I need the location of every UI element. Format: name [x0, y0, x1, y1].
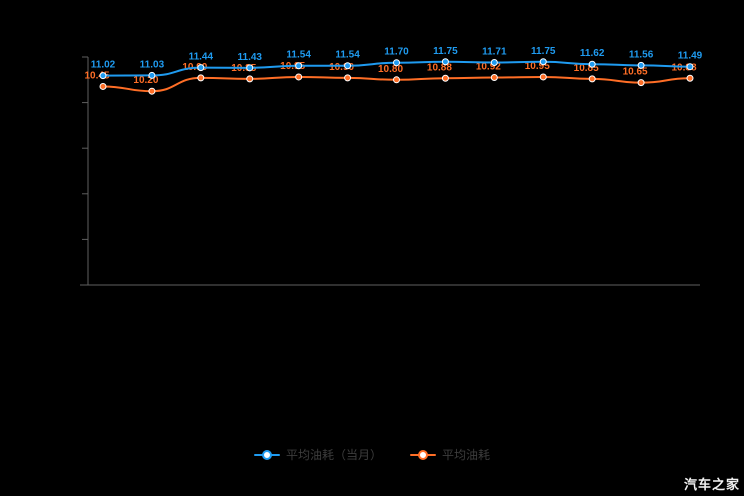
- data-label: 11.43: [238, 52, 263, 63]
- chart-legend: 平均油耗（当月） 平均油耗: [0, 448, 744, 462]
- data-label: 11.70: [384, 47, 409, 58]
- data-point: [539, 58, 547, 66]
- data-point: [490, 74, 498, 82]
- data-label: 10.95: [525, 61, 550, 72]
- legend-item-0[interactable]: 平均油耗（当月）: [253, 448, 382, 462]
- data-point: [246, 64, 254, 72]
- legend-dot-icon: [261, 450, 272, 460]
- data-point: [637, 79, 645, 87]
- data-label: 11.75: [433, 46, 458, 57]
- data-point: [441, 74, 449, 82]
- data-label: 10.85: [574, 63, 599, 74]
- data-label: 11.54: [286, 50, 311, 61]
- data-point: [295, 62, 303, 70]
- data-point: [490, 59, 498, 67]
- data-label: 11.03: [140, 59, 165, 70]
- data-label: 11.49: [678, 51, 703, 62]
- data-point: [393, 76, 400, 84]
- data-point: [148, 71, 156, 79]
- data-label: 11.44: [189, 52, 214, 63]
- data-point: [686, 63, 694, 71]
- legend-dot-icon: [418, 450, 428, 460]
- data-point: [637, 61, 645, 69]
- data-point: [588, 75, 596, 83]
- data-label: 11.71: [482, 47, 507, 58]
- legend-line-dot-icon: [410, 450, 436, 460]
- data-point: [99, 72, 107, 80]
- data-point: [99, 82, 107, 90]
- data-point: [686, 74, 694, 82]
- legend-label: 平均油耗: [442, 448, 491, 462]
- data-point: [344, 62, 352, 70]
- data-label: 10.65: [623, 67, 648, 78]
- data-label: 10.88: [427, 62, 452, 73]
- data-label: 10.20: [133, 75, 158, 86]
- legend-line-dot-icon: [253, 450, 280, 460]
- data-point: [295, 73, 303, 81]
- data-label: 10.90: [329, 62, 354, 73]
- data-label: 11.54: [335, 50, 360, 61]
- data-point: [588, 60, 596, 68]
- data-label: 10.88: [671, 62, 696, 73]
- data-label: 11.62: [580, 48, 605, 59]
- data-point: [441, 58, 449, 66]
- data-label: 11.75: [531, 46, 556, 57]
- legend-label: 平均油耗（当月）: [285, 448, 382, 462]
- data-label: 11.02: [91, 60, 116, 71]
- data-label: 11.56: [629, 49, 654, 60]
- data-label: 10.45: [84, 70, 109, 81]
- legend-item-1[interactable]: 平均油耗: [410, 448, 490, 462]
- data-point: [539, 73, 547, 81]
- data-label: 10.92: [476, 62, 501, 73]
- data-point: [197, 74, 205, 82]
- data-point: [393, 59, 400, 67]
- data-point: [148, 87, 156, 95]
- autohome-watermark: 汽车之家: [683, 477, 740, 492]
- data-point: [197, 64, 205, 72]
- data-point: [344, 74, 352, 82]
- data-label: 10.80: [378, 64, 403, 75]
- data-point: [246, 75, 254, 83]
